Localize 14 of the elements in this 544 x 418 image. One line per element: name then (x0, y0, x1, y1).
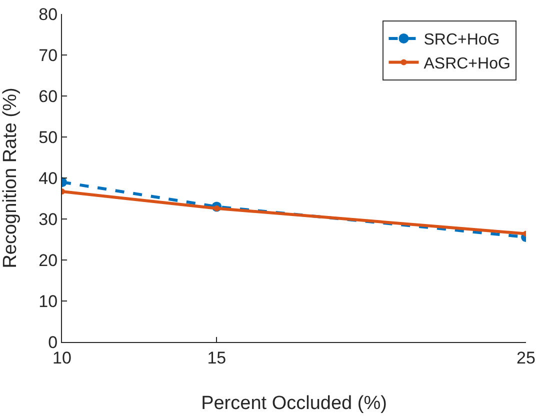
y-tick-label: 60 (38, 86, 58, 106)
y-tick-label: 80 (38, 4, 58, 24)
x-tick-label: 25 (516, 348, 536, 368)
y-axis-title: Recognition Rate (%) (0, 88, 21, 268)
legend-label: SRC+HoG (424, 32, 500, 49)
y-tick-label: 20 (38, 250, 58, 270)
x-axis-title: Percent Occluded (%) (201, 393, 387, 414)
y-tick-label: 50 (38, 128, 58, 147)
y-tick-label: 40 (38, 168, 58, 188)
y-tick-label: 10 (38, 292, 58, 311)
x-tick-label: 15 (207, 348, 226, 368)
y-tick-label: 70 (38, 46, 58, 65)
legend-label: ASRC+HoG (424, 56, 510, 72)
y-tick-label: 30 (38, 210, 58, 229)
